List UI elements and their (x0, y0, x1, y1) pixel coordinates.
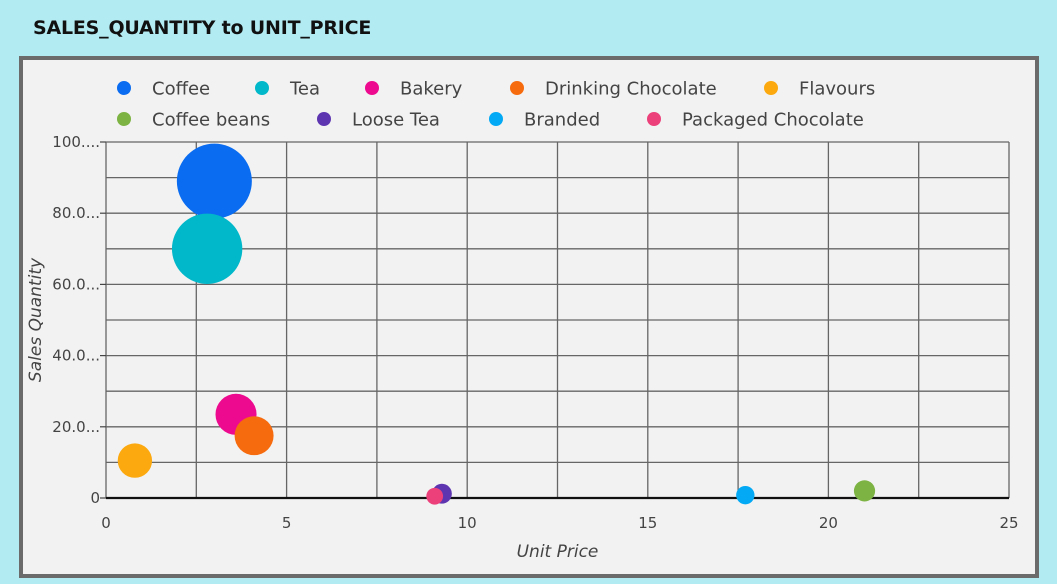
bubble-tea[interactable] (171, 213, 243, 284)
chart-title: SALES_QUANTITY to UNIT_PRICE (33, 17, 372, 39)
legend-label: Flavours (799, 79, 875, 100)
legend: Coffee Tea Bakery Drinking Chocolate Flavour… (117, 79, 875, 131)
legend-item-branded[interactable]: Branded (489, 110, 600, 131)
legend-swatch (317, 112, 331, 126)
bubble-packaged-chocolate[interactable] (426, 487, 444, 505)
y-axis-label: Sales Quantity (26, 257, 46, 382)
legend-label: Loose Tea (352, 110, 440, 131)
x-axis-label: Unit Price (517, 542, 599, 562)
legend-label: Bakery (400, 79, 463, 100)
y-tick-label: 60.0... (52, 275, 100, 293)
legend-label: Coffee beans (152, 110, 270, 131)
bubble-branded[interactable] (736, 485, 755, 505)
bubble-drinking-chocolate[interactable] (234, 416, 274, 456)
y-tick-label: 0 (90, 489, 100, 507)
legend-swatch (365, 81, 379, 95)
legend-swatch (764, 81, 778, 95)
x-tick-label: 0 (101, 514, 111, 532)
legend-label: Drinking Chocolate (545, 79, 717, 100)
y-tick-label: 80.0... (52, 204, 100, 222)
legend-item-tea[interactable]: Tea (255, 79, 320, 100)
legend-item-loose-tea[interactable]: Loose Tea (317, 110, 440, 131)
legend-swatch (255, 81, 269, 95)
legend-swatch (510, 81, 524, 95)
legend-label: Tea (289, 79, 320, 100)
bubble-flavours[interactable] (117, 443, 153, 478)
legend-swatch (489, 112, 503, 126)
x-tick-label: 15 (638, 514, 657, 532)
legend-label: Branded (524, 110, 600, 131)
legend-item-drinking-chocolate[interactable]: Drinking Chocolate (510, 79, 717, 100)
legend-label: Coffee (152, 79, 210, 100)
bubble-coffee[interactable] (176, 143, 252, 219)
legend-item-packaged-chocolate[interactable]: Packaged Chocolate (647, 110, 864, 131)
legend-item-coffee[interactable]: Coffee (117, 79, 210, 100)
legend-swatch (117, 112, 131, 126)
x-tick-label: 10 (458, 514, 477, 532)
legend-swatch (117, 81, 131, 95)
y-tick-label: 40.0... (52, 347, 100, 365)
bubble-coffee-beans[interactable] (853, 480, 876, 502)
legend-item-flavours[interactable]: Flavours (764, 79, 875, 100)
legend-label: Packaged Chocolate (682, 110, 864, 131)
legend-item-bakery[interactable]: Bakery (365, 79, 463, 100)
x-tick-label: 20 (819, 514, 838, 532)
legend-swatch (647, 112, 661, 126)
bubbles (117, 143, 876, 505)
y-tick-label: 20.0... (52, 418, 100, 436)
x-tick-label: 5 (282, 514, 292, 532)
x-tick-label: 25 (999, 514, 1018, 532)
y-tick-label: 100.... (52, 133, 100, 151)
legend-item-coffee-beans[interactable]: Coffee beans (117, 110, 270, 131)
